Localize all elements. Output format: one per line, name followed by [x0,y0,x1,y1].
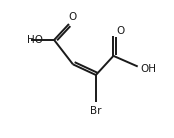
Text: O: O [69,12,77,22]
Text: HO: HO [27,35,43,45]
Text: OH: OH [140,64,156,74]
Text: Br: Br [90,106,102,116]
Text: O: O [116,26,124,36]
